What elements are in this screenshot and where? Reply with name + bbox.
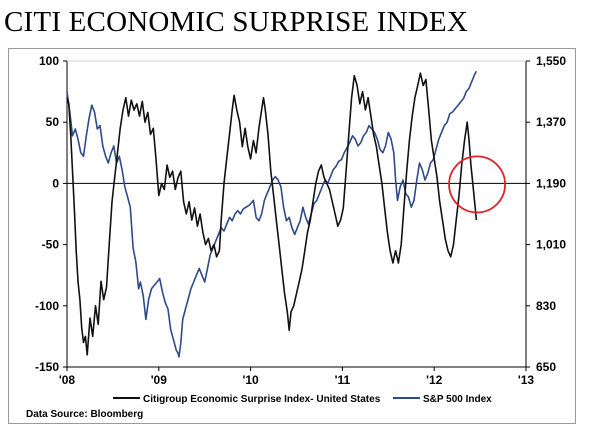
right-axis-tick-label: 1,010 (536, 238, 566, 252)
left-axis-tick-label: 100 (39, 54, 59, 68)
x-axis-tick-label: '10 (242, 373, 259, 387)
legend-item-sp500: S&P 500 Index (393, 394, 492, 405)
right-axis-tick-label: 1,190 (536, 176, 566, 190)
left-axis-tick-label: -50 (42, 238, 60, 252)
left-axis-tick-label: -100 (35, 299, 59, 313)
x-axis: '08 '09 '10 '11 '12 '13 (59, 367, 535, 387)
legend-label: S&P 500 Index (423, 394, 492, 405)
series-group (66, 70, 478, 358)
left-axis-tick-label: 0 (52, 176, 59, 190)
left-axis-tick-label: 50 (46, 115, 60, 129)
surprise-index-line (66, 72, 478, 356)
right-axis-tick-label: 1,370 (536, 115, 566, 129)
x-axis-tick-label: '08 (59, 373, 76, 387)
right-axis-tick-label: 830 (536, 299, 556, 313)
data-source: Data Source: Bloomberg (26, 409, 144, 420)
chart-frame (8, 48, 576, 424)
chart-title: CITI ECONOMIC SURPRISE INDEX (4, 6, 468, 38)
x-axis-tick-label: '13 (518, 373, 535, 387)
right-axis-tick-label: 1,550 (536, 54, 566, 68)
right-axis-tick-label: 650 (536, 360, 556, 374)
legend-label: Citigroup Economic Surprise Index- Unite… (143, 394, 381, 405)
annotation-circle (448, 155, 506, 214)
sp500-line (66, 70, 478, 358)
x-axis-tick-label: '09 (151, 373, 168, 387)
x-axis-tick-label: '11 (335, 373, 351, 387)
legend: Citigroup Economic Surprise Index- Unite… (113, 394, 492, 405)
left-axis: -150 -100 -50 0 50 100 (35, 54, 67, 374)
right-axis: 650 830 1,010 1,190 1,370 1,550 (526, 54, 566, 374)
left-axis-tick-label: -150 (35, 360, 59, 374)
x-axis-tick-label: '12 (426, 373, 443, 387)
legend-item-surprise-index: Citigroup Economic Surprise Index- Unite… (113, 394, 381, 405)
